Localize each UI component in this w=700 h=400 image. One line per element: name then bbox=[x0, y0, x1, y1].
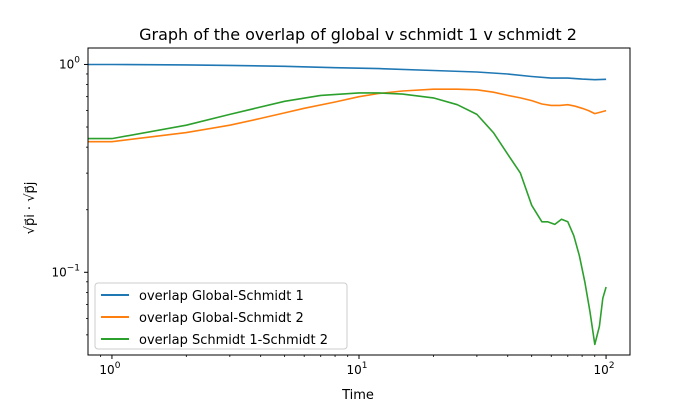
x-tick-label-0: 100 bbox=[99, 361, 120, 377]
x-tick-label-1: 101 bbox=[346, 361, 367, 377]
x-tick-label-2: 102 bbox=[594, 361, 615, 377]
y-tick-label-1: 100 bbox=[59, 55, 80, 71]
chart-title: Graph of the overlap of global v schmidt… bbox=[139, 25, 577, 44]
legend: overlap Global-Schmidt 1 overlap Global-S… bbox=[94, 282, 348, 350]
legend-label-3: overlap Schmidt 1-Schmidt 2 bbox=[139, 333, 328, 348]
series-line-3 bbox=[88, 92, 607, 346]
plot-area bbox=[88, 63, 607, 346]
legend-box bbox=[94, 282, 348, 350]
y-tick-label-0: 10−1 bbox=[51, 263, 80, 279]
series-line-1 bbox=[88, 63, 607, 81]
series-line-2 bbox=[88, 88, 607, 143]
x-axis-label: Time bbox=[341, 388, 374, 400]
y-axis-label: √p⃗i · √p⃗j bbox=[23, 182, 38, 235]
legend-label-2: overlap Global-Schmidt 2 bbox=[139, 311, 304, 326]
legend-label-1: overlap Global-Schmidt 1 bbox=[139, 289, 304, 304]
